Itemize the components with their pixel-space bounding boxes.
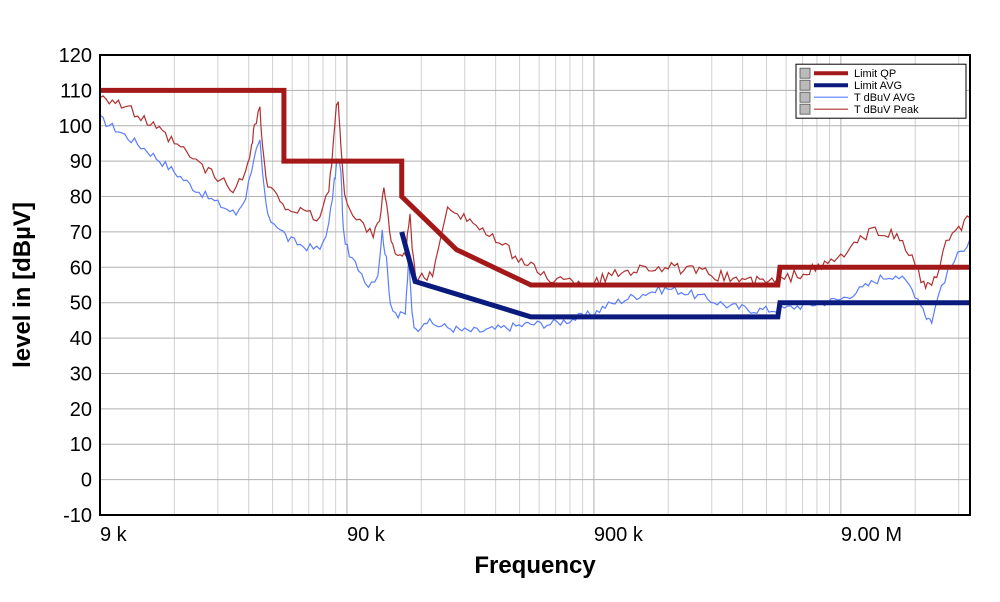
svg-text:50: 50 (70, 293, 92, 315)
svg-text:40: 40 (70, 328, 92, 350)
svg-text:Limit QP: Limit QP (854, 68, 896, 80)
svg-text:80: 80 (70, 187, 92, 209)
emi-chart: -10 0 10 20 30 40 50 60 70 80 90 100 110 120 9 k 90 k 9… (0, 0, 1000, 602)
svg-text:30: 30 (70, 363, 92, 385)
svg-text:90 k: 90 k (347, 524, 386, 546)
svg-text:70: 70 (70, 222, 92, 244)
svg-text:9 k: 9 k (100, 524, 128, 546)
svg-text:10: 10 (70, 434, 92, 456)
svg-text:9.00 M: 9.00 M (841, 524, 902, 546)
y-axis-label: level in [dBµV] (9, 202, 36, 368)
svg-text:90: 90 (70, 151, 92, 173)
svg-text:120: 120 (59, 45, 92, 67)
svg-text:900 k: 900 k (594, 524, 644, 546)
legend: Limit QPLimit AVGT dBuV AVGT dBuV Peak (796, 64, 966, 118)
svg-text:T dBuV Peak: T dBuV Peak (854, 104, 919, 116)
svg-text:110: 110 (60, 80, 92, 102)
svg-text:100: 100 (59, 116, 92, 138)
x-axis-label: Frequency (474, 552, 596, 579)
svg-text:Limit AVG: Limit AVG (854, 80, 902, 92)
svg-text:0: 0 (81, 470, 92, 492)
svg-text:60: 60 (70, 257, 92, 279)
svg-text:-10: -10 (63, 505, 92, 527)
svg-text:20: 20 (70, 399, 92, 421)
plot-area (100, 55, 970, 515)
svg-text:T dBuV AVG: T dBuV AVG (854, 92, 915, 104)
chart-svg: -10 0 10 20 30 40 50 60 70 80 90 100 110 120 9 k 90 k 9… (0, 0, 1000, 602)
